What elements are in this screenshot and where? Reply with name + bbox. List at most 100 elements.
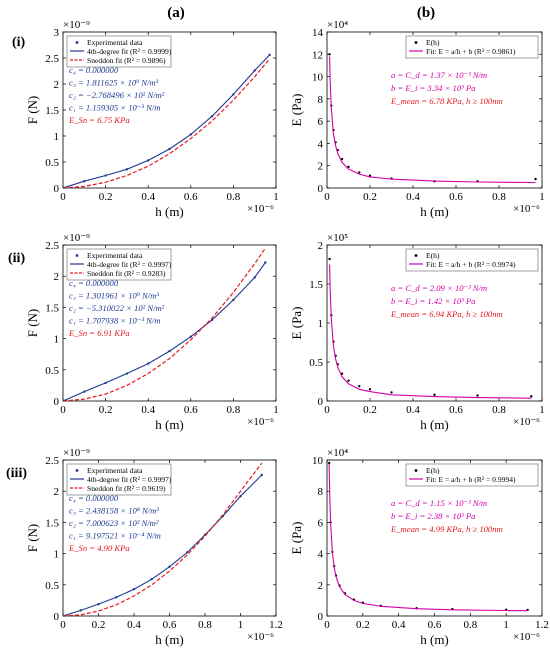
legend: E(h)Fit: E = a/h + b (R² = 0.9974) [405,248,539,272]
legend-box [66,248,172,281]
y-tick-label: 2 [318,161,324,173]
data-point [347,165,350,169]
y-tick-label: 0.5 [309,357,323,369]
row-label-iii: (iii) [6,466,27,481]
plot-area [63,247,267,401]
x-axis-label: h (m) [420,204,449,219]
fit-annotation: c₄ = 0.000000 [69,493,119,503]
legend-box [405,35,539,59]
legend-box [405,463,539,487]
x-tick-label: 0.4 [406,191,420,203]
x-tick-label: 0.6 [428,619,442,631]
x-axis-label: h (m) [155,417,184,432]
x-tick-label: 0.4 [392,619,406,631]
fit-annotation: c₂ = −5.310022 × 10² N/m² [69,303,165,313]
x-tick-label: 0.8 [492,191,506,203]
x-tick-label: 0.2 [363,191,377,203]
fit-line [329,264,532,399]
y-tick-label: 0 [318,611,324,623]
x-tick-label: 1.2 [269,619,283,631]
x-tick-label: 0.4 [406,404,420,416]
data-point [340,157,344,161]
y-tick-label: 1.5 [45,302,59,314]
plot-area [328,53,537,184]
y-tick-label: 14 [312,27,324,39]
y-axis-multiplier: ×10⁵ [327,232,348,244]
sneddon-fit-line [63,462,263,616]
y-axis-multiplier: ×10⁻⁹ [63,447,90,459]
y-tick-label: 0 [54,396,60,408]
legend-box [66,35,172,68]
x-axis-multiplier: ×10⁻⁶ [513,416,540,428]
sneddon-fit-line [63,247,266,401]
data-point [390,391,393,394]
legend-entry: Fit: E = a/h + b (R² = 0.9994) [426,475,516,484]
legend-box [405,248,539,272]
y-tick-label: 2.5 [45,53,59,65]
x-tick-label: 0.2 [99,191,113,203]
legend-marker [414,254,418,257]
y-tick-label: 1 [318,318,324,330]
y-tick-label: 4 [318,138,324,150]
y-tick-label: 1 [54,334,60,346]
x-tick-label: 0.2 [356,619,370,631]
x-tick-label: 0 [60,191,66,203]
legend-entry: Fit: E = a/h + b (R² = 0.9861) [426,47,516,56]
x-tick-label: 0.6 [184,404,198,416]
legend-entry: Experimental data [87,38,143,47]
plot-area [328,257,533,399]
legend-entry: Fit: E = a/h + b (R² = 0.9974) [426,260,516,269]
fit-annotation: c₃ = 1.811625 × 10⁹ N/m³ [69,78,159,88]
y-axis-multiplier: ×10⁻⁹ [63,19,90,31]
x-tick-label: 1 [539,191,545,203]
x-axis-label: h (m) [155,204,184,219]
fit-annotation: b = E_i = 2.38 × 10³ Pa [391,511,475,521]
legend-marker [414,41,418,44]
x-tick-label: 1 [539,404,545,416]
legend-marker [75,469,79,472]
fit-annotation: E_mean = 6.78 KPa, h ≥ 100nm [390,96,503,106]
x-tick-label: 0.8 [198,619,212,631]
legend-entry: 4th-degree fit (R² = 0.9997) [87,475,172,484]
y-tick-label: 3 [54,27,60,39]
x-tick-label: 0.4 [127,619,141,631]
x-tick-label: 0.8 [227,191,241,203]
y-axis-label: E (Pa) [289,94,304,127]
plot-area [63,462,263,616]
fit-line [63,474,263,616]
fit-annotation: b = E_i = 3.34 × 10³ Pa [391,83,475,93]
x-tick-label: 0.4 [141,404,155,416]
legend-entry: 4th-degree fit (R² = 0.9999) [87,47,172,56]
fit-annotation: b = E_i = 1.42 × 10³ Pa [391,296,475,306]
y-tick-label: 0.5 [45,365,59,377]
x-axis-label: h (m) [155,632,184,647]
x-axis-multiplier: ×10⁻⁶ [513,631,540,643]
legend-box [66,463,172,496]
y-tick-label: 1 [54,549,60,561]
chart-panel: 0 0.2 0.4 0.6 0.8 1 0 0.5 1 1.5 2 2.5 3×10⁻⁹ ×10⁻⁶ h (… [25,19,279,219]
fit-line [329,56,536,184]
fit-annotation: a = C_d = 1.15 × 10⁻³ N/m [391,498,487,508]
x-tick-label: 0.6 [449,404,463,416]
fit-annotation: c₂ = −2.768496 × 10² N/m² [69,90,165,100]
y-axis-multiplier: ×10⁴ [327,19,348,31]
x-axis-label: h (m) [420,632,449,647]
y-tick-label: 12 [312,49,323,61]
y-tick-label: 1 [54,131,60,143]
fit-line [328,463,528,612]
y-tick-label: 2 [318,580,324,592]
data-point [530,395,533,398]
y-axis-label: F (N) [25,524,40,553]
y-tick-label: 8 [318,94,324,106]
row-label-ii: (ii) [8,251,25,266]
data-point [328,257,331,261]
y-axis-label: E (Pa) [289,522,304,555]
y-tick-label: 2 [318,240,324,252]
y-tick-label: 10 [312,72,324,84]
y-axis-multiplier: ×10⁴ [327,447,348,459]
fit-annotation: c₁ = 1.707938 × 10⁻³ N/m [69,316,160,326]
y-tick-label: 6 [318,517,324,529]
y-tick-label: 0.5 [45,580,59,592]
